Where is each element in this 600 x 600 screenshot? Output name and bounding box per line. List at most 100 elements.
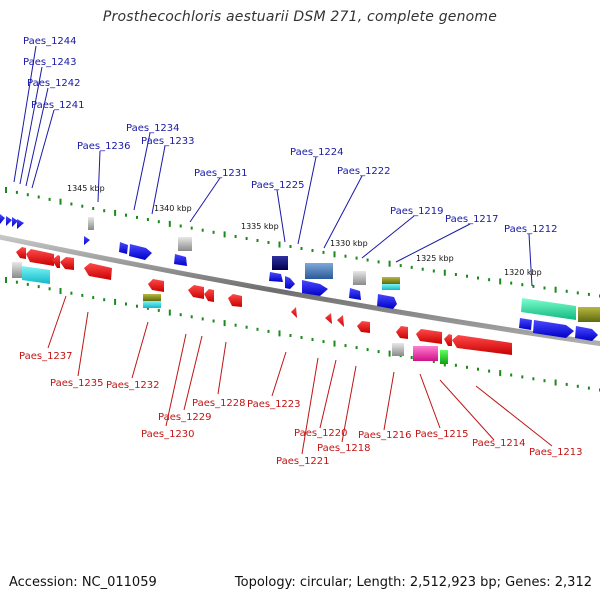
tick-mark xyxy=(81,204,84,208)
gene-label[interactable]: Paes_1228 xyxy=(192,398,246,409)
gene-label[interactable]: Paes_1223 xyxy=(247,399,301,410)
gene-forward[interactable] xyxy=(377,294,397,309)
gene-label[interactable]: Paes_1212 xyxy=(504,224,558,235)
gene-forward[interactable] xyxy=(6,216,12,226)
gene-gray[interactable] xyxy=(353,271,366,285)
gene-forward[interactable] xyxy=(0,214,5,224)
gene-cyan[interactable] xyxy=(22,266,50,284)
gene-navy[interactable] xyxy=(272,256,288,270)
gene-olive[interactable] xyxy=(382,277,400,284)
gene-label[interactable]: Paes_1218 xyxy=(317,443,371,454)
gene-label[interactable]: Paes_1236 xyxy=(77,141,131,152)
scale-label-1330: 1330 kbp xyxy=(330,239,368,248)
gene-label[interactable]: Paes_1243 xyxy=(23,57,77,68)
gene-reverse[interactable] xyxy=(396,326,408,339)
tick-mark xyxy=(234,235,237,238)
gene-forward[interactable] xyxy=(17,219,24,229)
gene-reverse[interactable] xyxy=(452,335,512,355)
gene-label[interactable]: Paes_1216 xyxy=(358,430,412,441)
gene-label[interactable]: Paes_1220 xyxy=(294,428,348,439)
gene-cyan[interactable] xyxy=(382,284,400,290)
gene-reverse[interactable] xyxy=(357,321,370,333)
gene-reverse[interactable] xyxy=(16,247,26,259)
gene-magenta[interactable] xyxy=(413,346,438,361)
gene-forward[interactable] xyxy=(174,254,187,266)
gene-forward[interactable] xyxy=(84,236,90,245)
gene-label[interactable]: Paes_1241 xyxy=(31,100,85,111)
tick-mark xyxy=(48,287,51,291)
tick-mark xyxy=(92,207,95,210)
gene-reverse[interactable] xyxy=(204,289,214,302)
gene-reverse[interactable] xyxy=(337,315,344,327)
gene-label[interactable]: Paes_1217 xyxy=(445,214,499,225)
gene-label[interactable]: Paes_1221 xyxy=(276,456,330,467)
tick-mark xyxy=(70,202,73,206)
gene-label[interactable]: Paes_1230 xyxy=(141,429,195,440)
gene-label[interactable]: Paes_1242 xyxy=(27,78,81,89)
gene-forward[interactable] xyxy=(119,242,128,254)
gene-forward[interactable] xyxy=(269,272,283,282)
gene-reverse[interactable] xyxy=(84,263,112,280)
tick-mark xyxy=(488,369,491,373)
gene-reverse[interactable] xyxy=(26,249,54,266)
gene-reverse[interactable] xyxy=(148,279,164,292)
gene-label[interactable]: Paes_1231 xyxy=(194,168,248,179)
gene-forward[interactable] xyxy=(285,276,295,289)
gene-label[interactable]: Paes_1237 xyxy=(19,351,73,362)
gene-reverse[interactable] xyxy=(188,285,204,299)
gene-label[interactable]: Paes_1244 xyxy=(23,36,77,47)
outer-tick-track xyxy=(5,187,600,298)
gene-label[interactable]: Paes_1234 xyxy=(126,123,180,134)
gene-gray[interactable] xyxy=(392,343,404,356)
gene-mint[interactable] xyxy=(521,298,576,320)
gene-label[interactable]: Paes_1213 xyxy=(529,447,583,458)
tick-mark xyxy=(256,327,259,331)
gene-reverse[interactable] xyxy=(416,329,442,344)
gene-label[interactable]: Paes_1229 xyxy=(158,412,212,423)
gene-label[interactable]: Paes_1214 xyxy=(472,438,526,449)
gene-label[interactable]: Paes_1219 xyxy=(390,206,444,217)
gene-olive[interactable] xyxy=(578,307,600,322)
gene-reverse[interactable] xyxy=(325,313,332,324)
tick-mark xyxy=(311,249,314,252)
gene-reverse[interactable] xyxy=(52,255,60,268)
forward-strand-genes xyxy=(0,214,598,341)
gene-label[interactable]: Paes_1232 xyxy=(106,380,160,391)
tick-mark xyxy=(311,338,314,341)
scale-label-1340: 1340 kbp xyxy=(154,204,192,213)
tick-mark xyxy=(212,319,215,323)
gene-forward[interactable] xyxy=(12,217,18,227)
gene-steel[interactable] xyxy=(305,263,333,279)
tick-mark xyxy=(37,195,40,199)
tick-mark xyxy=(565,382,568,386)
gene-reverse[interactable] xyxy=(60,257,74,270)
gene-forward[interactable] xyxy=(349,288,361,300)
gene-green[interactable] xyxy=(440,350,448,364)
gene-cyan[interactable] xyxy=(143,301,161,308)
gene-label[interactable]: Paes_1225 xyxy=(251,180,305,191)
gene-forward[interactable] xyxy=(519,318,532,330)
gene-forward[interactable] xyxy=(533,320,574,338)
top-gene-labels: Paes_1244 Paes_1243 Paes_1242 Paes_1241 … xyxy=(23,36,558,235)
gene-gray[interactable] xyxy=(88,217,94,230)
gene-forward[interactable] xyxy=(575,326,598,341)
gene-olive[interactable] xyxy=(143,294,161,301)
gene-forward[interactable] xyxy=(129,244,152,260)
gene-label[interactable]: Paes_1222 xyxy=(337,166,391,177)
gene-gray[interactable] xyxy=(12,262,22,278)
gene-reverse[interactable] xyxy=(444,334,452,346)
gene-label[interactable]: Paes_1235 xyxy=(50,378,104,389)
scale-label-1325: 1325 kbp xyxy=(416,254,454,263)
gene-forward[interactable] xyxy=(302,280,328,296)
tick-mark xyxy=(179,313,182,317)
gene-gray[interactable] xyxy=(178,237,192,251)
tick-mark xyxy=(179,224,182,228)
gene-label[interactable]: Paes_1224 xyxy=(290,147,344,158)
gene-label[interactable]: Paes_1233 xyxy=(141,136,195,147)
gene-reverse[interactable] xyxy=(291,307,297,318)
tick-mark xyxy=(366,348,369,352)
gene-reverse[interactable] xyxy=(228,294,242,307)
gene-label[interactable]: Paes_1215 xyxy=(415,429,469,440)
tick-mark xyxy=(443,269,446,276)
